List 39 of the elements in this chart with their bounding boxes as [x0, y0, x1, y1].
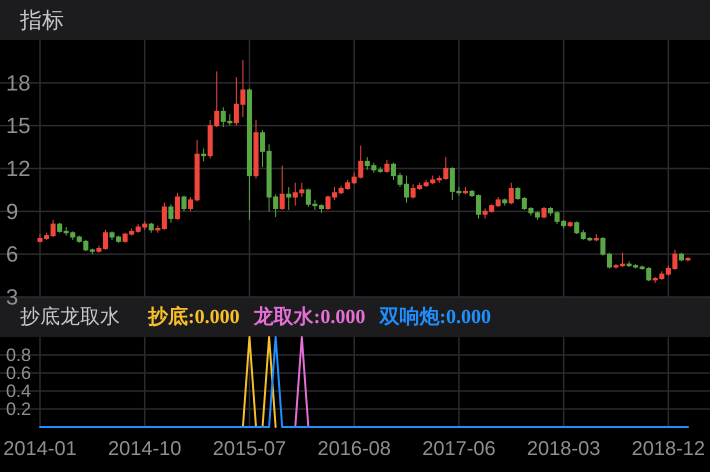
- y-tick-label: 18: [6, 70, 30, 96]
- candlestick: [594, 234, 599, 242]
- x-tick-label: 2017-06: [422, 438, 496, 460]
- candlestick: [280, 165, 285, 210]
- y-tick-label: 6: [6, 242, 18, 267]
- y-tick-label: 3: [6, 284, 18, 310]
- candlestick: [253, 119, 259, 179]
- candlestick: [174, 192, 180, 220]
- candlestick: [181, 195, 187, 212]
- candlestick: [508, 182, 514, 205]
- x-tick-label: 2014-01: [3, 438, 77, 460]
- series-label: 双响炮:0.000: [379, 306, 492, 328]
- x-tick-label: 2018-03: [526, 438, 600, 460]
- chart-title: 指标: [19, 8, 64, 32]
- candlestick: [462, 186, 468, 195]
- y-tick-label: 0.2: [6, 399, 32, 419]
- x-tick-label: 2015-07: [212, 438, 286, 460]
- candlestick: [201, 148, 206, 162]
- y-tick-label: 0.4: [6, 381, 32, 401]
- candlestick: [568, 220, 573, 228]
- candlestick: [678, 252, 684, 262]
- y-tick-label: 0.8: [6, 345, 32, 365]
- y-tick-label: 0.6: [6, 363, 32, 383]
- y-tick-label: 9: [6, 198, 18, 224]
- chart-title: 抄底龙取水: [20, 306, 120, 328]
- x-tick-label: 2014-10: [108, 438, 182, 460]
- x-tick-label: 2016-08: [317, 438, 391, 460]
- candlestick: [168, 204, 174, 224]
- y-tick-label: 12: [6, 156, 30, 181]
- candlestick: [685, 256, 691, 262]
- candlestick: [502, 198, 508, 206]
- candlestick: [541, 206, 547, 219]
- series-label: 龙取水:0.000: [254, 306, 366, 328]
- y-tick-label: 15: [6, 113, 30, 138]
- series-label: 抄底:0.000: [148, 306, 240, 328]
- candlestick: [286, 186, 292, 210]
- candlestick: [384, 159, 390, 174]
- candlestick: [148, 222, 154, 234]
- x-tick-label: 2018-12: [632, 438, 706, 460]
